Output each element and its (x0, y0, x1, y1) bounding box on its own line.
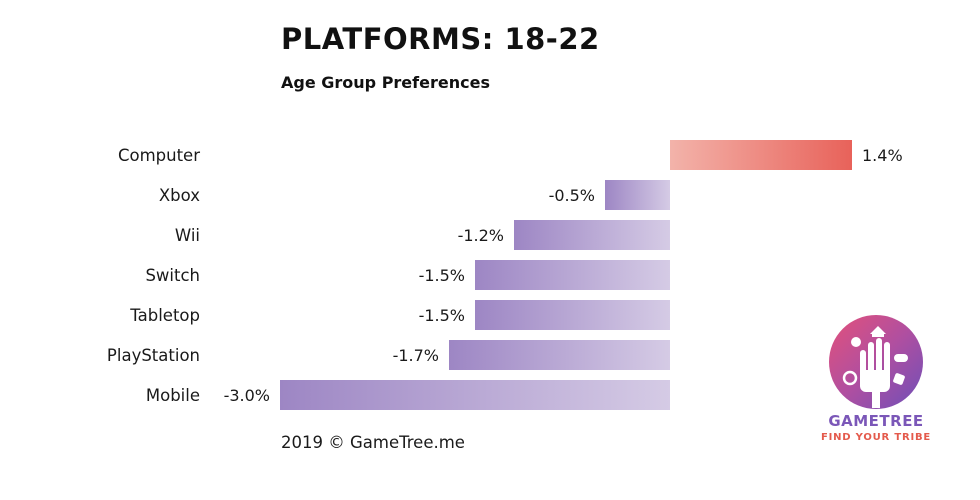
value-label-mobile: -3.0% (224, 386, 270, 405)
category-label-switch: Switch (145, 266, 200, 285)
bar-playstation (449, 340, 670, 370)
value-label-switch: -1.5% (419, 266, 465, 285)
category-label-tabletop: Tabletop (129, 306, 200, 325)
bar-mobile (280, 380, 670, 410)
value-label-tabletop: -1.5% (419, 306, 465, 325)
chart-title: PLATFORMS: 18-22 (281, 22, 600, 56)
category-label-xbox: Xbox (159, 186, 200, 205)
logo-tagline: FIND YOUR TRIBE (820, 432, 932, 443)
bar-tabletop (475, 300, 670, 330)
value-label-playstation: -1.7% (393, 346, 439, 365)
bar-computer (670, 140, 852, 170)
value-label-wii: -1.2% (458, 226, 504, 245)
gametree-logo[interactable]: GAMETREE FIND YOUR TRIBE (820, 312, 932, 452)
copyright-footer: 2019 © GameTree.me (281, 433, 465, 452)
category-label-mobile: Mobile (146, 386, 200, 405)
category-label-playstation: PlayStation (107, 346, 200, 365)
value-label-computer: 1.4% (862, 146, 903, 165)
category-label-computer: Computer (118, 146, 200, 165)
bars-group: Computer 1.4% Xbox -0.5% Wii -1.2% Switch -1.5%… (107, 140, 903, 410)
bar-switch (475, 260, 670, 290)
logo-wordmark: GAMETREE (828, 412, 924, 430)
value-label-xbox: -0.5% (549, 186, 595, 205)
bar-wii (514, 220, 670, 250)
gametree-emblem-icon (829, 315, 923, 409)
category-label-wii: Wii (175, 226, 200, 245)
bar-xbox (605, 180, 670, 210)
chart-subtitle: Age Group Preferences (281, 73, 490, 92)
